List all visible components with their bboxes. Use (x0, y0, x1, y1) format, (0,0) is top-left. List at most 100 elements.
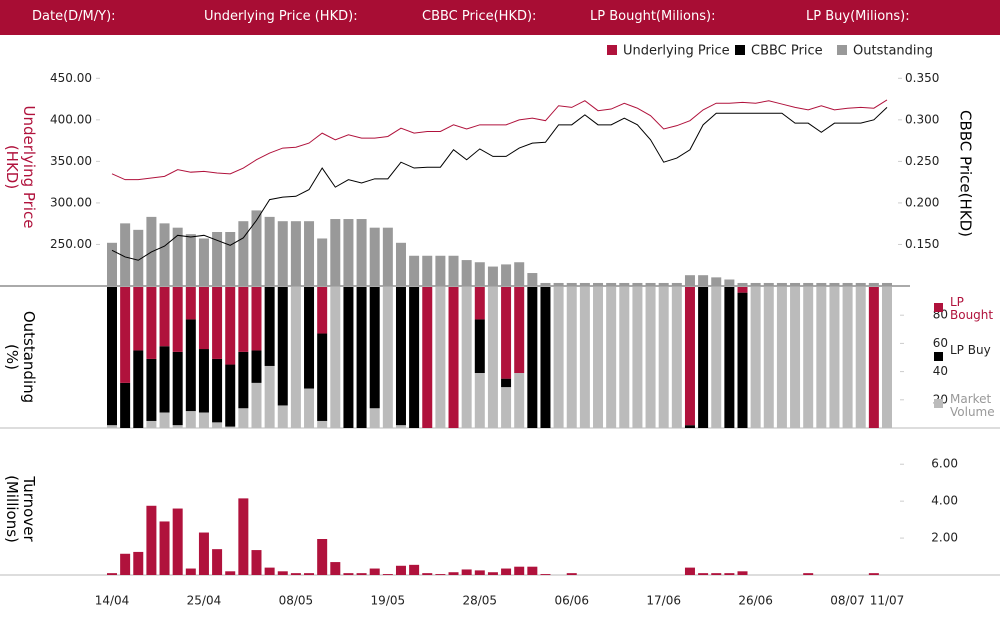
turnover-bar (566, 573, 577, 575)
stacked-bar (185, 319, 196, 412)
y2-tick-label: 0.350 (905, 71, 939, 85)
stacked-bar (671, 287, 682, 428)
y2-tick-label: 0.150 (905, 237, 939, 251)
turnover-bar (409, 564, 420, 575)
stacked-bar (882, 287, 892, 428)
stacked-bar (474, 373, 485, 428)
y-tick-label: 2.00 (931, 531, 958, 545)
legend-swatch (934, 399, 943, 408)
stacked-bar (737, 287, 748, 293)
outstanding-bar (790, 282, 801, 286)
stacked-bar (514, 373, 525, 428)
turnover-bar (527, 566, 538, 575)
header-label: LP Bought(Milions): (590, 9, 716, 24)
legend-label: Market Volume (950, 392, 995, 419)
stacked-bar (579, 287, 590, 428)
outstanding-bar (579, 282, 590, 286)
stacked-bar (185, 287, 196, 320)
stacked-bar (698, 287, 709, 428)
outstanding-bar (251, 210, 262, 286)
turnover-bar (369, 568, 380, 575)
turnover-bar (120, 553, 131, 575)
x-tick-label: 08/07 (830, 594, 865, 608)
stacked-bar (724, 287, 735, 428)
stacked-bar (172, 287, 183, 352)
outstanding-bar (737, 282, 748, 286)
line-series (111, 107, 888, 261)
turnover-bar (698, 573, 709, 575)
turnover-bar (251, 550, 262, 575)
stacked-bar (395, 425, 406, 428)
stacked-bar (159, 346, 170, 413)
stacked-bar (737, 292, 748, 428)
stacked-bar (540, 287, 551, 428)
stacked-bar (159, 412, 170, 428)
stacked-bar (501, 287, 512, 379)
header-bar: Date(D/M/Y): Underlying Price (HKD): CBB… (0, 0, 1000, 35)
legend-label: Underlying Price (623, 44, 730, 59)
stacked-bar (593, 287, 604, 428)
x-tick-label: 11/07 (870, 594, 905, 608)
outstanding-bar (698, 275, 709, 286)
legend-swatch (934, 303, 943, 312)
stacked-bar (317, 333, 328, 421)
x-tick-label: 06/06 (554, 594, 589, 608)
turnover-bar (107, 573, 117, 575)
outstanding-bar (343, 219, 354, 286)
header-label: Date(D/M/Y): (32, 9, 116, 24)
stacked-bar (356, 287, 367, 428)
outstanding-bar (632, 282, 643, 286)
stacked-bar (146, 287, 157, 359)
stacked-bar (212, 422, 223, 428)
y-axis-title: Outstanding (%) (3, 310, 38, 404)
outstanding-bar (724, 279, 735, 286)
turnover-bar (159, 521, 170, 575)
outstanding-bar (369, 227, 380, 286)
stacked-bar (198, 287, 209, 350)
turnover-bar (474, 570, 485, 575)
outstanding-bar (606, 282, 617, 286)
stacked-bar (133, 350, 144, 428)
stacked-bar (146, 358, 157, 421)
stacked-bar (619, 287, 630, 428)
turnover-bar (514, 566, 525, 575)
stacked-bar (816, 287, 827, 428)
stacked-bar (566, 287, 577, 428)
turnover-bar (225, 571, 236, 575)
y2-axis-title: CBBC Price(HKD) (956, 110, 975, 237)
stacked-bar (277, 405, 288, 428)
outstanding-bar (317, 238, 328, 286)
outstanding-bar (330, 219, 341, 286)
turnover-bar (264, 567, 275, 575)
line-series (111, 99, 888, 181)
y-tick-label: 6.00 (931, 457, 958, 471)
stacked-bar (776, 287, 787, 428)
outstanding-bar (474, 262, 485, 286)
outstanding-bar (159, 223, 170, 286)
legend-label: LP Bought (950, 295, 994, 322)
y2-tick-label: 0.200 (905, 195, 939, 209)
turnover-bar (461, 569, 472, 575)
turnover-bar (317, 539, 328, 575)
outstanding-bar (803, 282, 814, 286)
stacked-bar (120, 287, 131, 383)
outstanding-bar (185, 234, 196, 286)
turnover-bar (487, 572, 498, 575)
y-tick-label: 400.00 (50, 112, 92, 126)
outstanding-bar (304, 221, 315, 286)
outstanding-bar (382, 227, 393, 286)
stacked-bar (711, 287, 722, 428)
outstanding-bar (566, 282, 577, 286)
x-tick-label: 19/05 (371, 594, 406, 608)
turnover-bar (448, 572, 459, 575)
y-tick-label: 300.00 (50, 195, 92, 209)
stacked-bar (317, 287, 328, 334)
outstanding-bar (422, 255, 433, 286)
header-label: LP Buy(Milions): (806, 9, 910, 24)
stacked-bar (842, 287, 853, 428)
outstanding-bar (356, 219, 367, 286)
turnover-bar (277, 571, 288, 575)
stacked-bar (225, 364, 236, 427)
stacked-bar (120, 382, 131, 428)
